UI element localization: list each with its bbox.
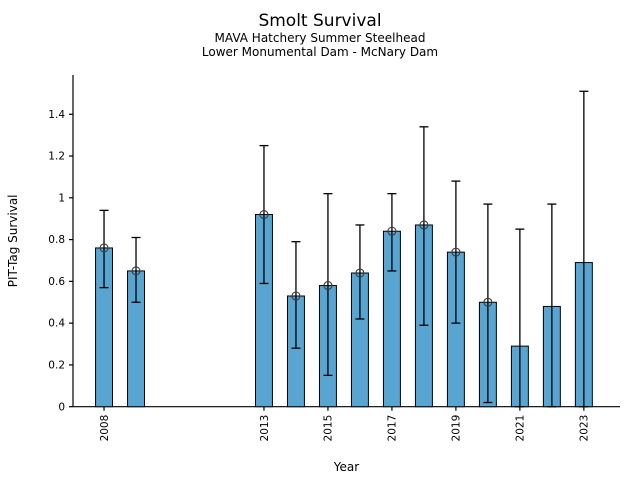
- error-bar-2019: [451, 180, 461, 324]
- point-marker-2014: [291, 291, 301, 301]
- point-marker-2016: [355, 268, 365, 278]
- y-axis-label: PIT-Tag Survival: [6, 194, 20, 287]
- error-bar-2008: [99, 209, 109, 289]
- point-marker-2020: [483, 297, 493, 307]
- x-tick-label: 2013: [259, 415, 271, 442]
- error-bar-2014: [291, 241, 301, 349]
- y-tick-label: 0.6: [48, 276, 65, 288]
- x-tick-label: 2019: [451, 415, 463, 442]
- x-tick-label: 2023: [579, 415, 591, 442]
- x-tick-label: 2021: [515, 415, 527, 442]
- error-bar-2013: [259, 144, 269, 285]
- error-bar-2022: [547, 203, 557, 408]
- point-marker-2015: [323, 281, 333, 291]
- x-tick-label: 2008: [99, 415, 111, 442]
- error-bar-2018: [419, 126, 429, 326]
- error-bar-2017: [387, 192, 397, 272]
- point-marker-2013: [259, 209, 269, 220]
- y-tick-label: 1.4: [48, 109, 65, 121]
- error-bar-2021: [515, 228, 525, 408]
- point-marker-2019: [451, 247, 461, 257]
- point-marker-2017: [387, 226, 397, 236]
- chart-subtitle-2: Lower Monumental Dam - McNary Dam: [201, 45, 439, 59]
- x-axis-label: Year: [333, 460, 359, 474]
- y-tick-label: 0.2: [48, 360, 65, 372]
- title-block: Smolt Survival MAVA Hatchery Summer Stee…: [0, 11, 640, 59]
- y-tick-label: 1.2: [48, 151, 65, 163]
- point-marker-2008: [99, 243, 109, 253]
- y-tick-label: 1: [58, 192, 65, 204]
- error-bar-2016: [355, 224, 365, 320]
- point-marker-2018: [419, 220, 429, 230]
- x-tick-label: 2015: [323, 415, 335, 442]
- error-bar-2009: [131, 236, 141, 303]
- y-tick-label: 0: [58, 401, 65, 413]
- point-marker-2009: [131, 266, 141, 276]
- error-bar-2015: [323, 192, 333, 377]
- error-bar-2023: [579, 90, 589, 408]
- x-tick-label: 2017: [387, 415, 399, 442]
- error-bar-2020: [483, 203, 493, 404]
- y-tick-label: 0.4: [48, 318, 65, 330]
- y-tick-label: 0.8: [48, 234, 65, 246]
- chart-title: Smolt Survival: [258, 11, 382, 31]
- chart-subtitle-1: MAVA Hatchery Summer Steelhead: [214, 31, 426, 45]
